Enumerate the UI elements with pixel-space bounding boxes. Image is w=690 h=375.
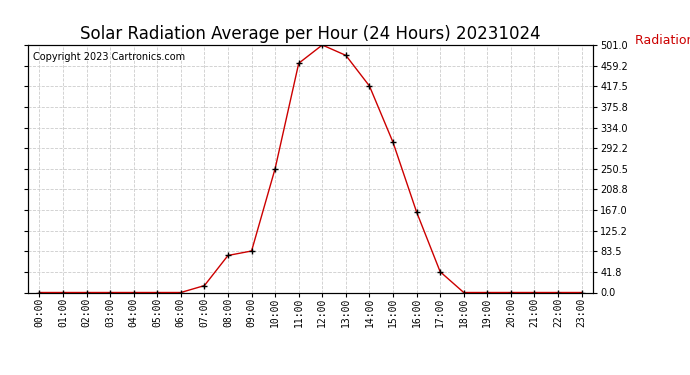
Y-axis label: Radiation (W/m2): Radiation (W/m2) bbox=[635, 33, 690, 46]
Text: Copyright 2023 Cartronics.com: Copyright 2023 Cartronics.com bbox=[33, 53, 186, 62]
Title: Solar Radiation Average per Hour (24 Hours) 20231024: Solar Radiation Average per Hour (24 Hou… bbox=[80, 26, 541, 44]
